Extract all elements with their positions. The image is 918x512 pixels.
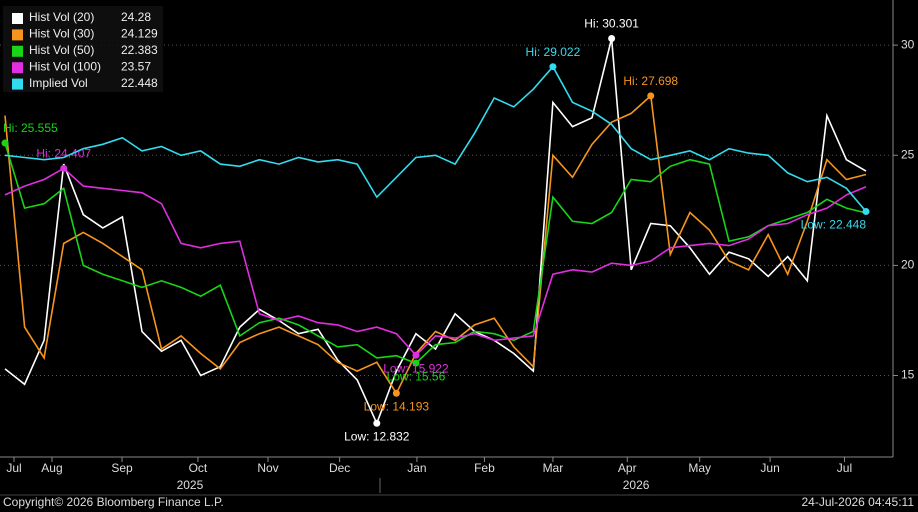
extreme-label: Low: 12.832 (344, 429, 410, 443)
extreme-dot (412, 359, 420, 367)
extreme-label: Hi: 25.555 (3, 121, 58, 135)
extreme-dot (647, 92, 655, 100)
x-tick-label: Sep (111, 461, 133, 475)
extreme-dot (60, 164, 68, 172)
extreme-label: Hi: 24.407 (36, 147, 91, 161)
legend-label: Hist Vol (50) (29, 43, 94, 57)
y-tick-label: 25 (901, 147, 915, 161)
x-tick-label: Feb (474, 461, 495, 475)
x-tick-label: Dec (329, 461, 350, 475)
x-tick-label: Oct (189, 461, 208, 475)
extreme-dot (412, 351, 420, 359)
series-line (4, 38, 867, 426)
series-line (4, 94, 867, 395)
extreme-label: Hi: 27.698 (623, 74, 678, 88)
extreme-label: Low: 22.448 (801, 218, 867, 232)
legend-value: 24.129 (121, 27, 158, 41)
x-tick-label: Jan (407, 461, 426, 475)
legend-swatch (12, 45, 23, 57)
x-tick-label: Mar (543, 461, 564, 475)
extreme-dot (1, 139, 9, 147)
x-tick-label: Apr (618, 461, 637, 475)
extreme-dot (392, 389, 400, 397)
legend-swatch (12, 29, 23, 41)
x-tick-label: Jul (837, 461, 852, 475)
x-tick-label: Jul (6, 461, 21, 475)
x-tick-label: May (688, 461, 711, 475)
x-tick-label: Nov (257, 461, 278, 475)
legend-label: Hist Vol (20) (29, 10, 94, 24)
y-tick-label: 20 (901, 258, 915, 272)
extreme-label: Low: 14.193 (364, 399, 430, 413)
extreme-label: Hi: 30.301 (584, 17, 639, 31)
extreme-dot (549, 63, 557, 71)
timestamp: 24-Jul-2026 04:45:11 (801, 495, 914, 509)
series-line (4, 167, 867, 357)
legend-value: 24.28 (121, 10, 151, 24)
year-label: 2026 (623, 478, 650, 492)
extreme-dot (608, 35, 616, 43)
copyright: Copyright© 2026 Bloomberg Finance L.P. (3, 495, 224, 509)
y-tick-label: 15 (901, 368, 915, 382)
legend-swatch (12, 78, 23, 90)
y-tick-label: 30 (901, 37, 915, 51)
extreme-dot (862, 207, 870, 215)
legend-value: 22.383 (121, 43, 158, 57)
extreme-dot (373, 419, 381, 427)
legend-label: Implied Vol (29, 76, 88, 90)
legend-value: 22.448 (121, 76, 158, 90)
x-tick-label: Aug (41, 461, 62, 475)
year-label: 2025 (177, 478, 204, 492)
legend-swatch (12, 62, 23, 74)
series-line (4, 65, 867, 213)
series-line (4, 142, 867, 365)
legend-label: Hist Vol (30) (29, 27, 94, 41)
extreme-label: Low: 15.922 (383, 361, 449, 375)
legend-label: Hist Vol (100) (29, 59, 101, 73)
x-tick-label: Jun (760, 461, 779, 475)
legend-value: 23.57 (121, 59, 151, 73)
extreme-label: Hi: 29.022 (526, 45, 581, 59)
legend-swatch (12, 13, 23, 24)
legend-box (3, 6, 163, 92)
extreme-label: Low: 15.56 (387, 369, 446, 383)
